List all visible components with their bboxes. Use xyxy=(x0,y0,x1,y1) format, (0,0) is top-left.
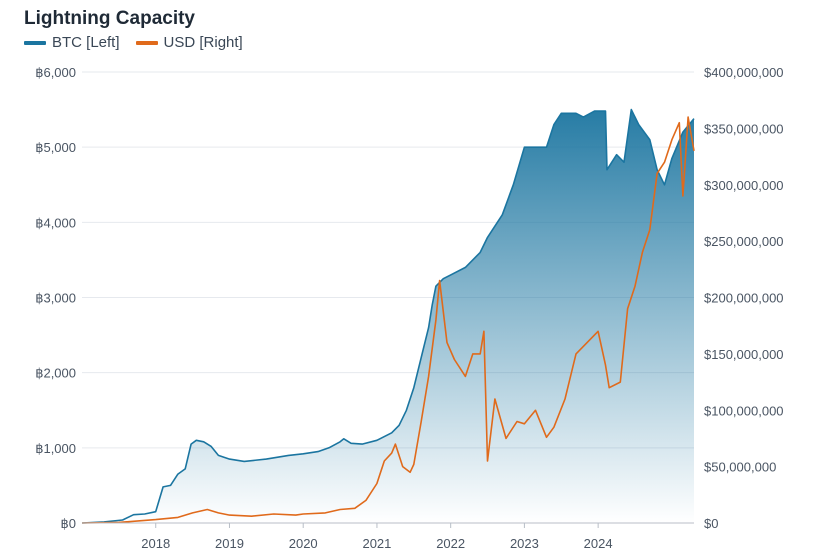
legend-label-btc: BTC [Left] xyxy=(52,34,120,51)
legend-item-usd[interactable]: USD [Right] xyxy=(135,34,243,51)
line-layer xyxy=(81,108,695,524)
y-right-tick-label: $250,000,000 xyxy=(704,234,784,249)
x-tick-label: 2018 xyxy=(141,536,170,551)
y-right-tick-label: $100,000,000 xyxy=(704,403,784,418)
x-tick-label: 2024 xyxy=(584,536,613,551)
x-tick-label: 2021 xyxy=(362,536,391,551)
axis-layer: ฿0 ฿1,000 ฿2,000 ฿3,000 ฿4,000 ฿5,000 ฿6,000 $0… xyxy=(35,65,783,551)
chart-title: Lightning Capacity xyxy=(24,8,195,29)
legend-label-usd: USD [Right] xyxy=(163,34,243,51)
series-line-btc xyxy=(81,108,695,524)
y-right-tick-label: $50,000,000 xyxy=(704,460,776,475)
area-layer xyxy=(82,109,694,523)
y-left-tick-label: ฿2,000 xyxy=(35,366,76,381)
y-right-tick-label: $0 xyxy=(704,516,718,531)
series-line-usd xyxy=(81,116,695,524)
legend-swatch-usd xyxy=(135,40,158,45)
legend-swatch-btc xyxy=(24,40,46,45)
y-left-tick-label: ฿4,000 xyxy=(35,215,76,230)
y-left-tick-label: ฿1,000 xyxy=(35,441,76,456)
x-tick-label: 2022 xyxy=(436,536,465,551)
legend-item-btc[interactable]: BTC [Left] xyxy=(24,34,120,51)
series-area-btc xyxy=(82,109,694,523)
legend: BTC [Left] USD [Right] xyxy=(24,34,243,51)
x-tick-label: 2020 xyxy=(289,536,318,551)
y-right-tick-label: $150,000,000 xyxy=(704,347,784,362)
y-right-tick-label: $200,000,000 xyxy=(704,291,784,306)
y-left-tick-label: ฿3,000 xyxy=(35,291,76,306)
y-right-tick-label: $350,000,000 xyxy=(704,121,784,136)
y-left-tick-label: ฿6,000 xyxy=(35,65,76,80)
y-left-tick-label: ฿0 xyxy=(60,516,76,531)
x-tick-label: 2023 xyxy=(510,536,539,551)
y-right-tick-label: $400,000,000 xyxy=(704,65,784,80)
y-left-tick-label: ฿5,000 xyxy=(35,140,76,155)
y-right-tick-label: $300,000,000 xyxy=(704,178,784,193)
x-tick-label: 2019 xyxy=(215,536,244,551)
